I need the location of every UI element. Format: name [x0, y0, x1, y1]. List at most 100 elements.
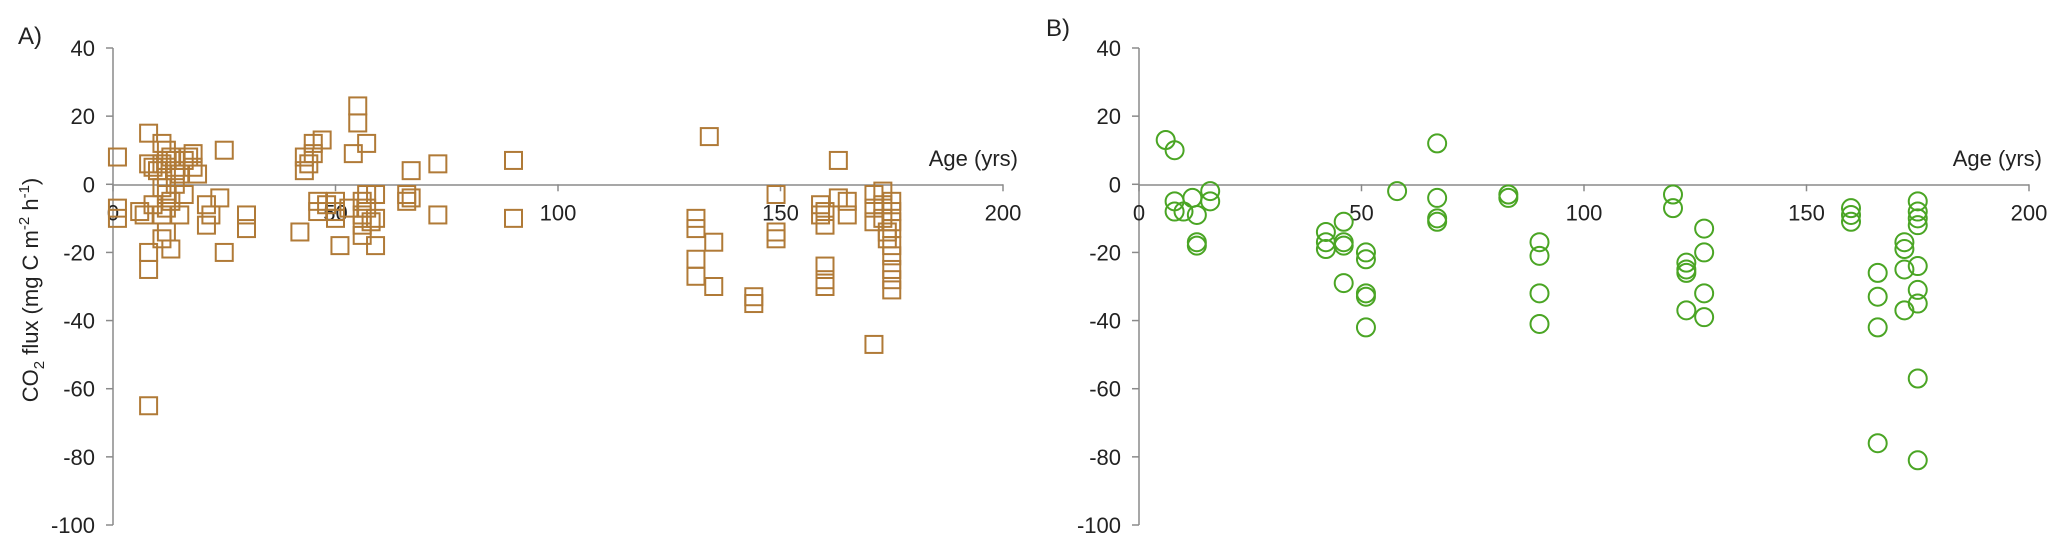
panel-b-y-tick-label: -20 [1089, 240, 1121, 265]
panel-a-y-tick-label: 40 [71, 36, 95, 61]
panel-b-data-point [1173, 201, 1194, 222]
panel-b-data-point [1315, 221, 1336, 242]
panel-a-data-point [156, 198, 176, 218]
panel-a-data-point [312, 130, 332, 150]
panel-b-data-point [1841, 198, 1861, 219]
panel-b-data-point [1867, 262, 1888, 283]
panel-a-y-ticks: 40 20 0 -20 -40 -60 -80 -100 [51, 36, 113, 538]
panel-b-data-point [1529, 283, 1550, 304]
panel-b-y-tick-label: 40 [1097, 36, 1121, 61]
panel-a-data-point [504, 150, 523, 170]
panel-b-data-point [1427, 187, 1448, 208]
panel-a-data-point [361, 212, 381, 232]
panel-b-data-point [1694, 307, 1715, 328]
panel-a-data-point [237, 205, 256, 225]
panel-a-data-point [214, 140, 234, 160]
panel-b-data-point [1333, 211, 1354, 232]
panel-a-y-tick-label: -40 [63, 309, 95, 334]
panel-b-data-point [1894, 259, 1915, 280]
panel-b-data-point [1894, 239, 1915, 260]
panel-a-data-point [828, 150, 848, 170]
panel-a-data-point [237, 219, 256, 239]
panel-b-data-point [1694, 283, 1715, 304]
panel-a-data-point [326, 208, 345, 228]
panel-b-data-point [1841, 204, 1861, 225]
panel-b-y-tick-label: -60 [1089, 377, 1121, 402]
panel-b-data-point [1200, 181, 1221, 202]
panel-a-x-tick-label: 150 [762, 200, 799, 225]
panel-a-y-tick-label: -60 [63, 377, 95, 402]
panel-a-data-point [882, 191, 902, 211]
panel-a-data-point [877, 229, 897, 249]
panel-a-data-point [290, 222, 310, 242]
panel-a-data-point [837, 191, 857, 211]
panel-b-data-point [1867, 286, 1888, 307]
panel-b-x-tick-label: 0 [1133, 200, 1145, 225]
panel-a-data-point [686, 208, 706, 228]
panel-b-data-point [1498, 187, 1519, 208]
panel-b-data-point [1907, 450, 1928, 471]
panel-a-data-point [366, 236, 386, 256]
panel-b-data-point [1676, 300, 1697, 321]
panel-a-y-tick-label: -20 [63, 240, 95, 265]
panel-b-data-point [1676, 262, 1697, 283]
panel-a-data-point [686, 249, 706, 269]
panel-b-x-tick-label: 100 [1566, 200, 1603, 225]
panel-a-data-point [815, 215, 835, 235]
panel-b-data-point [1387, 181, 1408, 202]
panel-a-data-point [882, 246, 902, 266]
panel-b-data-point [1333, 235, 1354, 256]
panel-a-data-point [330, 236, 350, 256]
panel-b-data-point [1200, 191, 1221, 212]
panel-a-data-point [299, 154, 319, 174]
panel-a-data-point [428, 154, 448, 174]
panel-a-data-point [352, 191, 372, 211]
panel-a-data-point [815, 202, 835, 222]
panel-a-data-point [139, 259, 159, 279]
panel-a-data-point [815, 277, 835, 296]
panel-b-data-point [1867, 433, 1888, 454]
panel-b-data-point [1907, 208, 1928, 229]
panel-a-data-point [704, 232, 724, 252]
panel-a-data-point [882, 280, 902, 300]
panel-b-data-point [1529, 313, 1550, 334]
panel-a-points [107, 96, 902, 416]
panel-a-data-point [139, 396, 159, 416]
panel-a-data-point [139, 123, 159, 143]
panel-a-data-point [183, 144, 203, 164]
panel-a-data-point [196, 215, 216, 235]
panel-b-y-tick-label: -100 [1077, 513, 1121, 538]
panel-a-data-point [766, 222, 786, 242]
panel-a-data-point [401, 161, 421, 181]
panel-b-data-point [1907, 256, 1928, 277]
panel-b-data-point [1333, 273, 1354, 294]
panel-a-data-point [201, 205, 221, 225]
panel-a-y-axis-title: CO2 flux (mg C m-2 h-1) [16, 178, 48, 403]
panel-a-data-point [107, 147, 127, 167]
panel-b-data-point [1841, 211, 1861, 232]
panel-b-data-point [1907, 191, 1928, 212]
panel-a-data-point [348, 96, 368, 116]
panel-a-data-point [366, 185, 386, 205]
panel-b-data-point [1355, 317, 1376, 338]
panel-b-data-point [1427, 211, 1448, 232]
panel-a-data-point [811, 205, 831, 225]
panel-a-data-point [170, 205, 190, 225]
panel-a-data-point [107, 208, 127, 228]
panel-a-data-point [156, 222, 176, 242]
panel-a-data-point [882, 270, 902, 290]
panel-b-data-point [1676, 252, 1697, 273]
panel-a-x-tick-label: 100 [540, 200, 577, 225]
panel-a-data-point [882, 236, 902, 256]
panel-b-y-tick-label: -40 [1089, 309, 1121, 334]
panel-b-data-point [1694, 218, 1715, 239]
panel-a: A) CO2 flux (mg C m-2 h-1) 40200-20-40-6… [16, 23, 1021, 538]
panel-a-data-point [107, 198, 127, 218]
panel-a-data-point [864, 334, 884, 354]
panel-a-data-point [183, 157, 203, 177]
panel-a-data-point [811, 195, 831, 215]
panel-b-data-point [1867, 317, 1888, 338]
panel-a-label: A) [18, 23, 42, 50]
